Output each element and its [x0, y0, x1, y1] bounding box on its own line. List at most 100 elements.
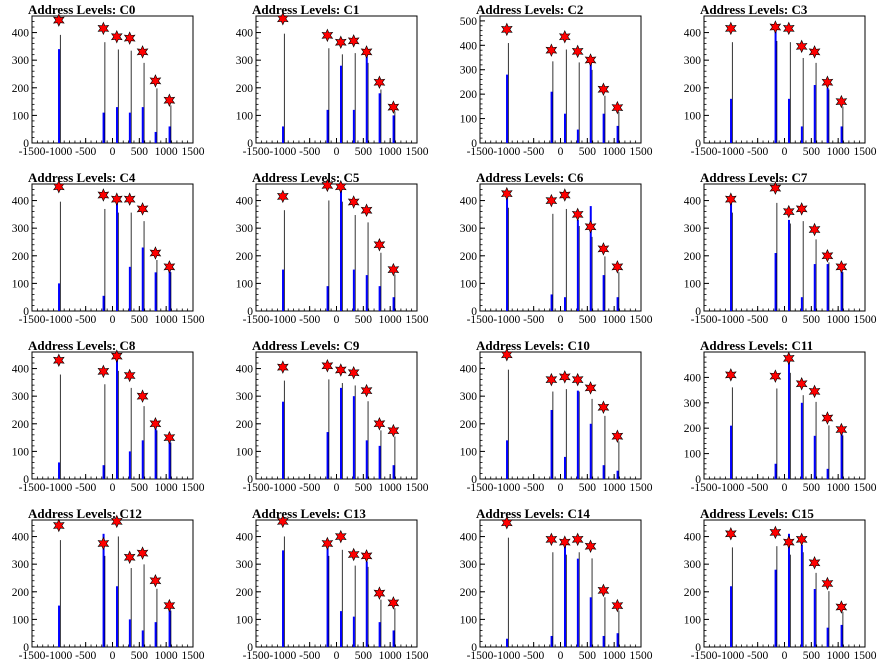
- peak-marker: [782, 535, 795, 549]
- x-tick-label: 500: [803, 650, 821, 662]
- x-tick-label: 1500: [630, 482, 653, 494]
- histogram-bar: [115, 107, 118, 143]
- histogram-bar: [339, 189, 342, 311]
- peak-marker: [500, 186, 513, 201]
- peak-marker: [360, 383, 373, 398]
- y-tick-label: 300: [684, 55, 702, 67]
- histogram-bar: [589, 423, 592, 479]
- peak-marker: [321, 359, 334, 373]
- peak-marker: [321, 178, 334, 193]
- x-tick-label: 500: [131, 314, 149, 326]
- histogram-bar: [58, 283, 61, 311]
- peak-marker: [373, 586, 386, 600]
- histogram-bar: [800, 297, 803, 311]
- x-tick-label: 500: [131, 650, 149, 662]
- histogram-bar: [141, 247, 144, 311]
- x-tick-label: -1500: [19, 650, 46, 662]
- peak-marker: [769, 369, 782, 383]
- histogram-bar: [115, 586, 118, 647]
- peak-marker: [597, 82, 610, 97]
- peak-marker: [821, 75, 834, 90]
- y-tick-label: 100: [12, 278, 30, 290]
- histogram-bar: [826, 468, 829, 479]
- peak-marker: [611, 100, 624, 115]
- histogram-bar: [115, 200, 118, 311]
- histogram-bar: [365, 51, 368, 143]
- x-tick-label: -1500: [19, 314, 46, 326]
- peak-marker: [558, 370, 571, 384]
- x-tick-label: -1000: [717, 650, 744, 662]
- x-tick-label: -500: [523, 482, 544, 494]
- histogram-bar: [787, 219, 790, 311]
- x-tick-label: -500: [747, 314, 768, 326]
- x-tick-label: -1500: [467, 650, 494, 662]
- peak-marker: [597, 242, 610, 256]
- x-tick-label: -1000: [269, 146, 296, 158]
- y-tick-label: 200: [684, 587, 702, 599]
- x-tick-label: 0: [334, 146, 340, 158]
- y-tick-label: 200: [12, 251, 30, 263]
- peak-marker: [276, 189, 289, 204]
- y-tick-label: 100: [12, 446, 30, 458]
- peak-marker: [387, 596, 400, 610]
- histogram-bar: [576, 219, 579, 311]
- y-tick-label: 100: [684, 449, 702, 461]
- peak-marker: [584, 53, 597, 67]
- histogram-bar: [378, 286, 381, 311]
- peak-marker: [821, 411, 834, 425]
- x-tick-label: -500: [523, 146, 544, 158]
- peak-marker: [387, 262, 400, 277]
- peak-marker: [584, 220, 597, 234]
- y-tick-label: 300: [236, 559, 254, 571]
- histogram-bar: [826, 264, 829, 311]
- histogram-bar: [563, 297, 566, 311]
- peak-marker: [163, 430, 176, 445]
- x-tick-label: -1500: [467, 482, 494, 494]
- x-tick-label: -500: [75, 482, 96, 494]
- histogram-bar: [102, 295, 105, 311]
- x-tick-label: 1000: [155, 146, 178, 158]
- peak-marker: [611, 260, 624, 274]
- peak-marker: [163, 93, 176, 107]
- chart-panel: Address Levels: C8 0 100 200 300 400 -1500 -100…: [12, 338, 205, 494]
- chart-title: Address Levels: C11: [700, 338, 813, 353]
- chart-panel: Address Levels: C10 0 100 200 300 400 -1500 -10…: [460, 338, 653, 494]
- peak-marker: [584, 381, 597, 395]
- peak-marker: [360, 203, 373, 217]
- y-tick-label: 200: [684, 83, 702, 95]
- peak-marker: [123, 368, 136, 383]
- peak-marker: [795, 377, 808, 391]
- x-tick-label: -1500: [243, 314, 270, 326]
- peak-marker: [597, 583, 610, 598]
- x-tick-label: -1500: [19, 146, 46, 158]
- x-tick-label: 1000: [603, 650, 626, 662]
- y-tick-label: 200: [12, 419, 30, 431]
- x-tick-label: 0: [110, 146, 116, 158]
- peak-marker: [545, 43, 558, 57]
- histogram-bar: [616, 633, 619, 647]
- y-tick-label: 300: [460, 223, 478, 235]
- peak-marker: [360, 45, 373, 59]
- peak-marker: [795, 39, 808, 54]
- peak-marker: [347, 195, 360, 209]
- peak-marker: [110, 514, 123, 529]
- histogram-bar: [616, 125, 619, 143]
- y-tick-label: 400: [236, 364, 254, 376]
- y-tick-label: 300: [236, 223, 254, 235]
- peak-marker: [558, 535, 571, 549]
- x-tick-label: -1000: [45, 482, 72, 494]
- chart-panel: Address Levels: C5 0 100 200 300 400 -1500 -100…: [236, 170, 429, 326]
- y-tick-label: 300: [684, 398, 702, 410]
- plot-frame: [255, 351, 418, 480]
- histogram-bar: [774, 569, 777, 647]
- peak-marker: [821, 576, 834, 591]
- histogram-bar: [506, 195, 509, 311]
- histogram-bar: [563, 113, 566, 143]
- x-tick-label: -1000: [269, 650, 296, 662]
- peak-marker: [724, 21, 737, 36]
- x-tick-label: -500: [299, 146, 320, 158]
- x-tick-label: -1000: [269, 314, 296, 326]
- y-tick-label: 100: [460, 278, 478, 290]
- y-tick-label: 300: [460, 391, 478, 403]
